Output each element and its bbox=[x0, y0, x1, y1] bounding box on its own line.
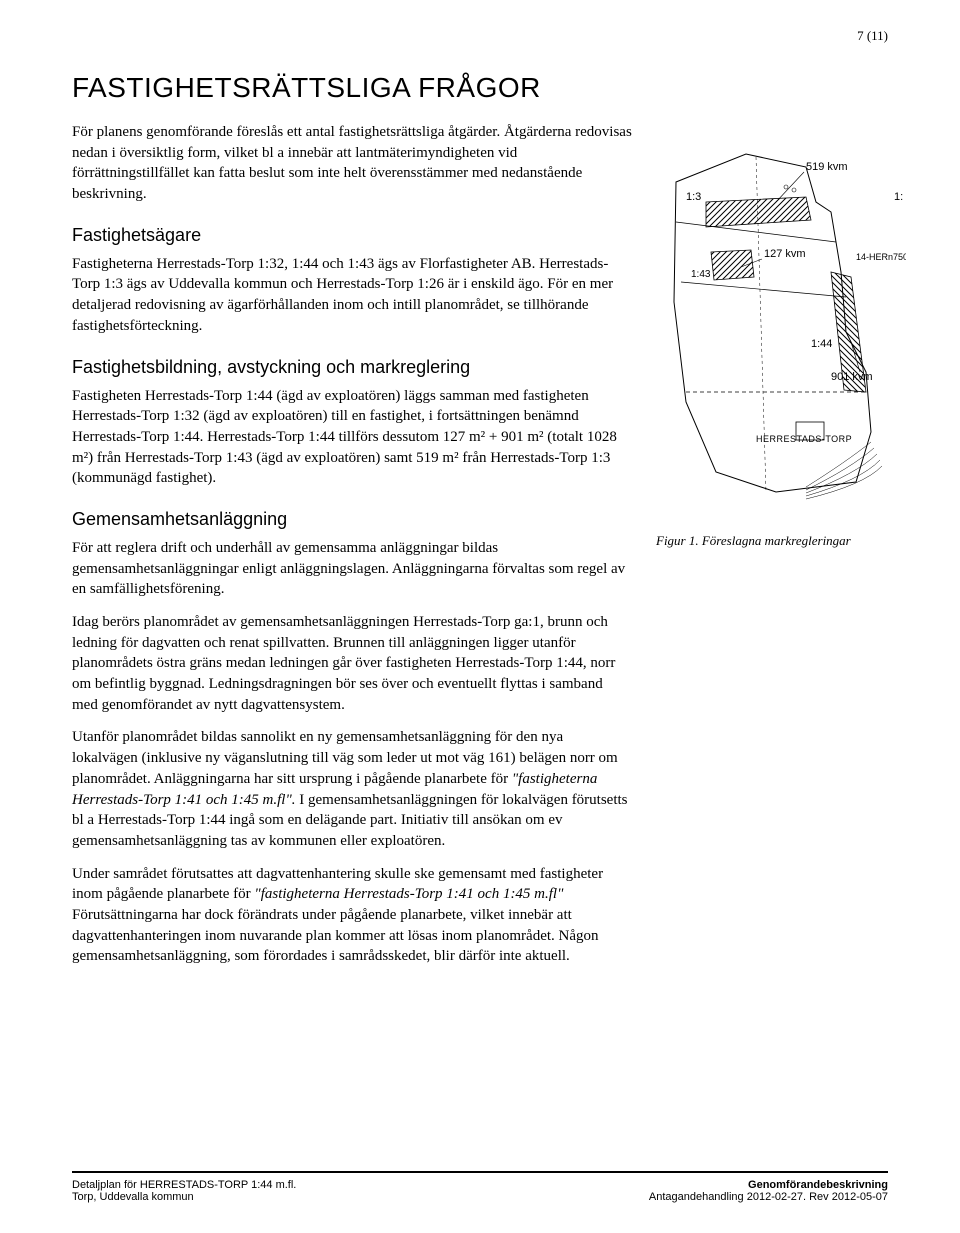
map-label-519: 519 kvm bbox=[806, 161, 848, 173]
footer-left-line2: Torp, Uddevalla kommun bbox=[72, 1191, 296, 1203]
page: 7 (11) FASTIGHETSRÄTTSLIGA FRÅGOR För pl… bbox=[0, 0, 960, 1233]
paragraph-gemensamhet-1: För att reglera drift och underhåll av g… bbox=[72, 538, 632, 600]
main-column: FASTIGHETSRÄTTSLIGA FRÅGOR För planens g… bbox=[72, 72, 632, 979]
footer-left: Detaljplan för HERRESTADS-TORP 1:44 m.fl… bbox=[72, 1179, 296, 1203]
map-label-901: 901 kvm bbox=[831, 371, 873, 383]
heading-fastighetsbildning: Fastighetsbildning, avstyckning och mark… bbox=[72, 357, 632, 378]
map-label-127: 127 kvm bbox=[764, 248, 806, 260]
footer-left-line1: Detaljplan för HERRESTADS-TORP 1:44 m.fl… bbox=[72, 1179, 296, 1191]
footer-right-line1: Genomförandebeskrivning bbox=[649, 1179, 888, 1191]
map-label-herrestads: HERRESTADS-TORP bbox=[756, 434, 852, 444]
map-label-heron: 14-HERn750.1 bbox=[856, 252, 906, 262]
heading-fastighetsagare: Fastighetsägare bbox=[72, 225, 632, 246]
map-figure: 519 kvm 1:3 1: 127 kvm 1:43 14-HERn750.1… bbox=[656, 142, 906, 522]
map-label-scale: 1:3 bbox=[686, 191, 701, 203]
figure-caption: Figur 1. Föreslagna markregleringar bbox=[656, 533, 906, 549]
page-title: FASTIGHETSRÄTTSLIGA FRÅGOR bbox=[72, 72, 632, 104]
p4-post: Förutsättningarna har dock förändrats un… bbox=[72, 907, 599, 964]
heading-gemensamhetsanlaggning: Gemensamhetsanläggning bbox=[72, 509, 632, 530]
side-column: 519 kvm 1:3 1: 127 kvm 1:43 14-HERn750.1… bbox=[656, 72, 906, 979]
intro-paragraph: För planens genomförande föreslås ett an… bbox=[72, 122, 632, 205]
footer-right-line2: Antagandehandling 2012-02-27. Rev 2012-0… bbox=[649, 1191, 888, 1203]
paragraph-gemensamhet-4: Under samrådet förutsattes att dagvatten… bbox=[72, 864, 632, 967]
content-row: FASTIGHETSRÄTTSLIGA FRÅGOR För planens g… bbox=[72, 72, 888, 979]
paragraph-fastighetsbildning: Fastigheten Herrestads-Torp 1:44 (ägd av… bbox=[72, 386, 632, 489]
page-number: 7 (11) bbox=[857, 28, 888, 44]
paragraph-gemensamhet-3: Utanför planområdet bildas sannolikt en … bbox=[72, 727, 632, 851]
map-label-143: 1:43 bbox=[691, 269, 711, 280]
paragraph-gemensamhet-2: Idag berörs planområdet av gemensamhetsa… bbox=[72, 612, 632, 715]
map-label-scale-right: 1: bbox=[894, 191, 903, 203]
footer: Detaljplan för HERRESTADS-TORP 1:44 m.fl… bbox=[72, 1171, 888, 1203]
paragraph-fastighetsagare: Fastigheterna Herrestads-Torp 1:32, 1:44… bbox=[72, 254, 632, 337]
footer-right: Genomförandebeskrivning Antagandehandlin… bbox=[649, 1179, 888, 1203]
p4-italic: "fastigheterna Herrestads-Torp 1:41 och … bbox=[254, 886, 563, 902]
map-label-144: 1:44 bbox=[811, 338, 832, 350]
